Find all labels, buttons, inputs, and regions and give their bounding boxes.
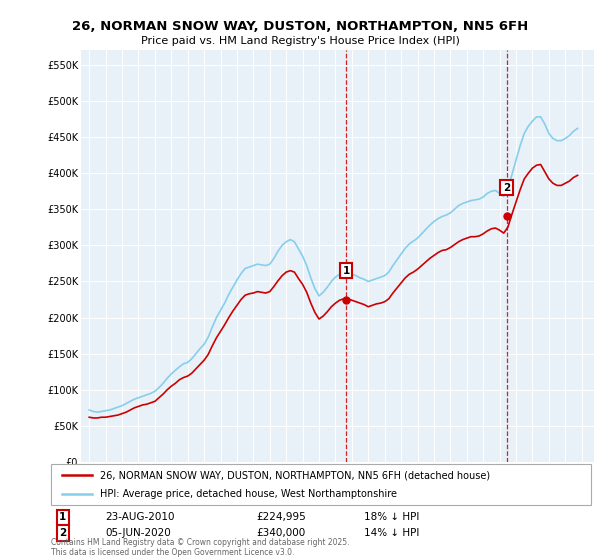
Text: 14% ↓ HPI: 14% ↓ HPI <box>364 528 419 538</box>
Text: 18% ↓ HPI: 18% ↓ HPI <box>364 512 419 522</box>
FancyBboxPatch shape <box>51 464 591 505</box>
Text: £224,995: £224,995 <box>256 512 306 522</box>
Text: 05-JUN-2020: 05-JUN-2020 <box>105 528 171 538</box>
Text: 1: 1 <box>59 512 67 522</box>
Text: Contains HM Land Registry data © Crown copyright and database right 2025.
This d: Contains HM Land Registry data © Crown c… <box>51 538 349 557</box>
Text: 2: 2 <box>503 183 510 193</box>
Text: 1: 1 <box>343 265 350 276</box>
Text: 26, NORMAN SNOW WAY, DUSTON, NORTHAMPTON, NN5 6FH (detached house): 26, NORMAN SNOW WAY, DUSTON, NORTHAMPTON… <box>100 470 490 480</box>
Text: 23-AUG-2010: 23-AUG-2010 <box>105 512 175 522</box>
Text: £340,000: £340,000 <box>256 528 305 538</box>
Text: HPI: Average price, detached house, West Northamptonshire: HPI: Average price, detached house, West… <box>100 489 397 499</box>
Text: 26, NORMAN SNOW WAY, DUSTON, NORTHAMPTON, NN5 6FH: 26, NORMAN SNOW WAY, DUSTON, NORTHAMPTON… <box>72 20 528 32</box>
Text: Price paid vs. HM Land Registry's House Price Index (HPI): Price paid vs. HM Land Registry's House … <box>140 36 460 46</box>
Text: 2: 2 <box>59 528 67 538</box>
